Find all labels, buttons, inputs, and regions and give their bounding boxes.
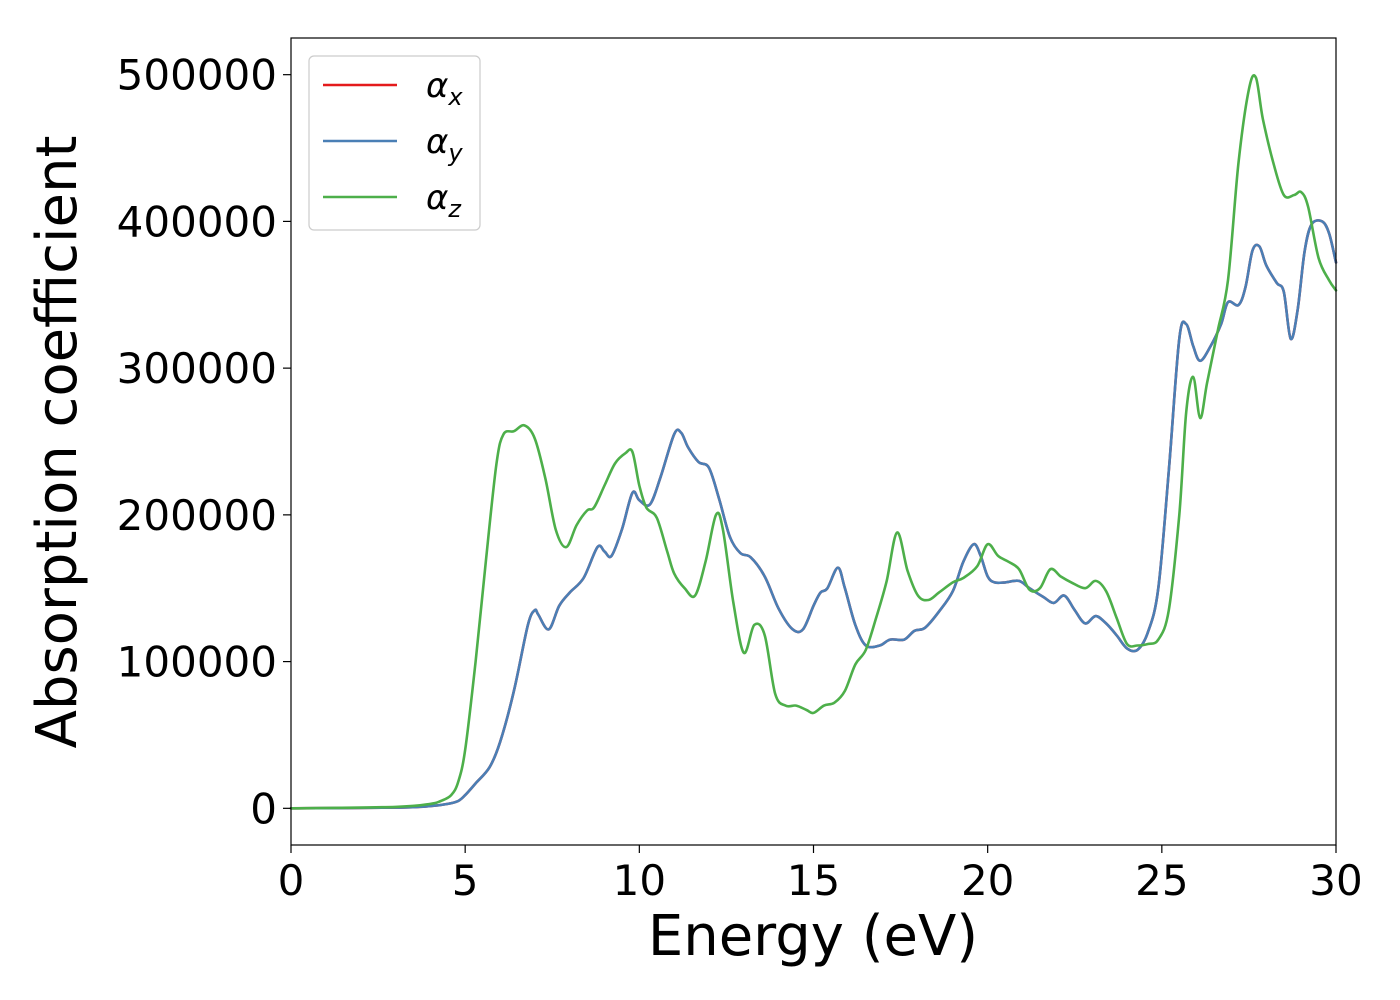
series-line-alpha-z bbox=[289, 74, 1338, 810]
x-tick-label: 15 bbox=[787, 856, 840, 905]
y-tick-label: 300000 bbox=[117, 344, 277, 393]
legend-label-subscript: y bbox=[447, 139, 463, 167]
x-tick-label: 20 bbox=[961, 856, 1014, 905]
y-tick-label: 500000 bbox=[117, 51, 277, 100]
x-tick-label: 10 bbox=[613, 856, 666, 905]
legend-label-subscript: z bbox=[447, 195, 462, 223]
x-axis-title: Energy (eV) bbox=[648, 904, 978, 969]
x-tick-label: 0 bbox=[278, 856, 305, 905]
x-axis: 0 5 10 15 20 25 30 bbox=[278, 845, 1363, 905]
series-line-alpha-y bbox=[289, 219, 1338, 810]
y-axis-title: Absorption coefficient bbox=[25, 136, 90, 749]
legend-label-subscript: x bbox=[447, 83, 463, 111]
x-tick-label: 5 bbox=[452, 856, 479, 905]
series-layer bbox=[289, 74, 1338, 810]
x-tick-label: 25 bbox=[1135, 856, 1188, 905]
legend-frame bbox=[308, 55, 481, 231]
y-tick-label: 200000 bbox=[117, 491, 277, 540]
y-tick-label: 100000 bbox=[117, 638, 277, 687]
y-tick-label: 400000 bbox=[117, 197, 277, 246]
x-tick-label: 30 bbox=[1309, 856, 1362, 905]
y-tick-label: 0 bbox=[250, 784, 277, 833]
y-axis: 0 100000 200000 300000 400000 500000 bbox=[117, 51, 291, 833]
